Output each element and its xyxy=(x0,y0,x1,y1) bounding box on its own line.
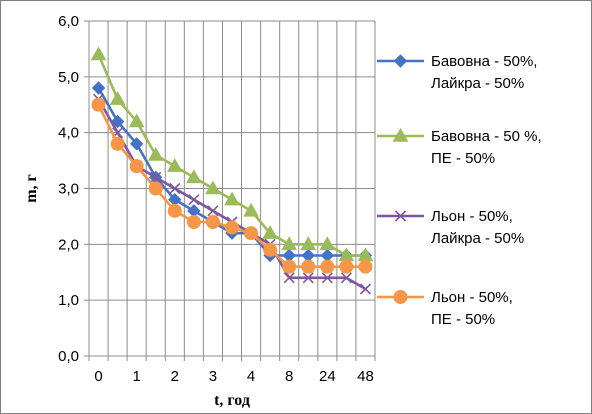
data-point xyxy=(281,236,298,251)
legend-marker xyxy=(393,54,408,68)
legend-label: ПЕ - 50% xyxy=(431,311,495,328)
series-4 xyxy=(91,97,373,274)
legend-label: Льон - 50%, xyxy=(431,289,513,306)
data-point xyxy=(243,202,259,217)
y-axis-title: m, г xyxy=(23,174,40,203)
x-tick-label: 4 xyxy=(247,368,255,385)
data-point xyxy=(225,220,239,235)
x-tick-label: 48 xyxy=(357,368,374,385)
data-point xyxy=(147,146,164,161)
legend-entry: Бавовна - 50%, Лайкра - 50% xyxy=(377,53,537,92)
legend-marker xyxy=(394,210,407,222)
y-tick-label: 6,0 xyxy=(58,13,79,30)
legend-entry: Льон - 50%, Лайкра - 50% xyxy=(377,208,524,247)
data-point xyxy=(300,236,317,251)
series xyxy=(90,46,374,295)
data-point xyxy=(90,46,107,61)
legend-label: Лайкра - 50% xyxy=(431,230,524,247)
x-tick-label: 2 xyxy=(171,368,179,385)
data-point xyxy=(205,215,220,229)
x-tick-label: 1 xyxy=(132,368,140,385)
data-point xyxy=(340,272,352,284)
y-tick-label: 5,0 xyxy=(58,69,79,86)
x-tick-label: 8 xyxy=(285,368,293,385)
data-point xyxy=(169,182,181,195)
data-point xyxy=(319,236,336,251)
data-point xyxy=(128,113,145,128)
y-tick-label: 0,0 xyxy=(58,348,79,365)
y-tick-label: 4,0 xyxy=(58,125,79,142)
legend-label: Бавовна - 50 %, xyxy=(431,128,542,145)
x-tick-label: 3 xyxy=(209,368,217,385)
series-2 xyxy=(90,46,374,262)
y-tick-label: 2,0 xyxy=(58,236,79,253)
data-point xyxy=(224,191,240,206)
y-tick-label: 3,0 xyxy=(58,181,79,198)
grid xyxy=(88,20,376,357)
data-point xyxy=(282,259,297,274)
data-point xyxy=(301,259,316,274)
data-point xyxy=(110,136,125,151)
data-point xyxy=(166,158,183,172)
data-point xyxy=(186,169,202,184)
legend: Бавовна - 50%, Лайкра - 50% Бавовна - 50 %… xyxy=(377,53,542,328)
legend-label: Льон - 50%, xyxy=(431,208,513,225)
axes: 0,01,02,03,04,05,06,00 1 2 3 4 8 24 48 xyxy=(58,13,376,385)
x-tick-label: 24 xyxy=(319,368,336,385)
data-point xyxy=(359,283,372,295)
data-point xyxy=(148,181,163,196)
data-point xyxy=(129,137,144,151)
data-point xyxy=(129,159,144,174)
legend-label: Лайкра - 50% xyxy=(431,75,524,92)
data-point xyxy=(339,259,354,274)
legend-entry: Бавовна - 50 %, ПЕ - 50% xyxy=(377,127,542,167)
data-point xyxy=(91,97,106,112)
legend-marker xyxy=(392,127,409,142)
data-point xyxy=(110,114,125,129)
y-tick-label: 1,0 xyxy=(58,292,79,309)
data-point xyxy=(205,180,221,195)
data-point xyxy=(244,226,259,241)
data-point xyxy=(320,259,335,274)
legend-label: ПЕ - 50% xyxy=(431,150,495,167)
legend-marker xyxy=(393,290,408,304)
x-tick-label: 0 xyxy=(94,368,102,385)
x-axis-title: t, год xyxy=(214,392,250,409)
data-point xyxy=(358,259,373,274)
data-point xyxy=(188,194,200,206)
legend-label: Бавовна - 50%, xyxy=(431,53,537,70)
data-point xyxy=(263,242,278,257)
data-point xyxy=(302,272,314,284)
data-point xyxy=(321,272,333,284)
data-point xyxy=(167,203,182,218)
data-point xyxy=(109,91,126,105)
data-point xyxy=(150,171,162,183)
data-point xyxy=(283,272,295,284)
data-point xyxy=(262,225,278,239)
data-point xyxy=(186,215,201,229)
legend-entry: Льон - 50%, ПЕ - 50% xyxy=(377,289,513,328)
data-point xyxy=(91,81,106,95)
data-point xyxy=(207,205,219,217)
